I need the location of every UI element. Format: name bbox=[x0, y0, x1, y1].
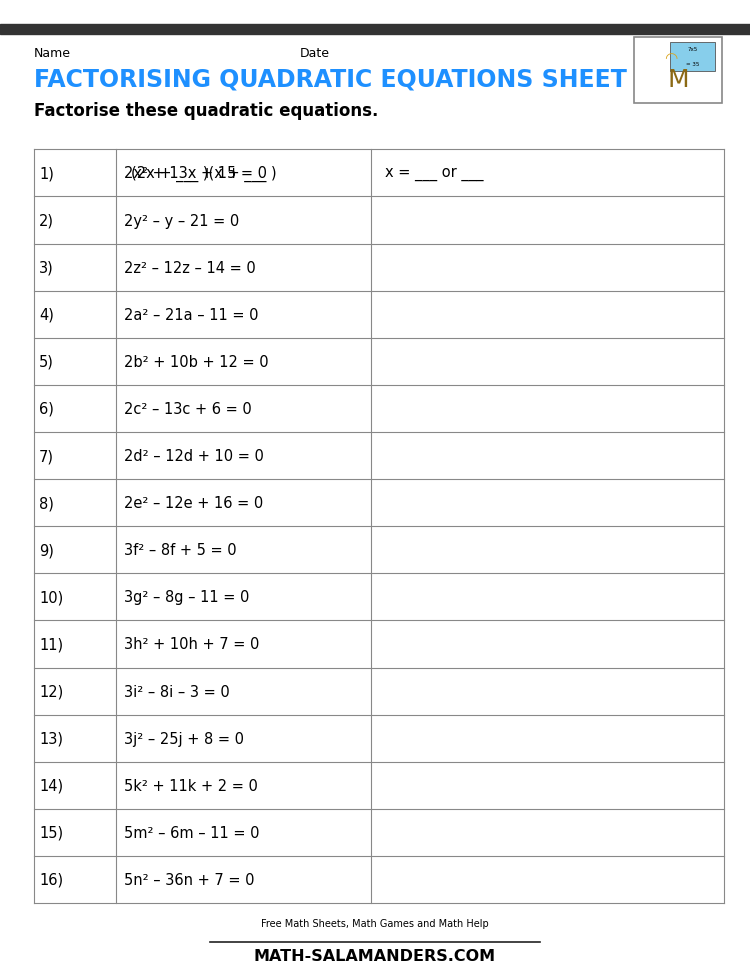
Text: 5): 5) bbox=[39, 355, 54, 369]
Text: 3h² + 10h + 7 = 0: 3h² + 10h + 7 = 0 bbox=[124, 637, 260, 652]
Text: Μ: Μ bbox=[668, 68, 688, 91]
Text: 10): 10) bbox=[39, 590, 63, 605]
Bar bbox=[634, 38, 722, 104]
Text: 3g² – 8g – 11 = 0: 3g² – 8g – 11 = 0 bbox=[124, 590, 249, 605]
Text: Free Math Sheets, Math Games and Math Help: Free Math Sheets, Math Games and Math He… bbox=[261, 919, 489, 928]
Text: 5n² – 36n + 7 = 0: 5n² – 36n + 7 = 0 bbox=[124, 872, 254, 887]
Text: 8): 8) bbox=[39, 495, 54, 511]
Text: 12): 12) bbox=[39, 684, 63, 699]
Text: ◠: ◠ bbox=[664, 50, 677, 66]
Text: 2): 2) bbox=[39, 213, 54, 229]
Text: FACTORISING QUADRATIC EQUATIONS SHEET 11: FACTORISING QUADRATIC EQUATIONS SHEET 11 bbox=[34, 68, 668, 92]
Text: 3j² – 25j + 8 = 0: 3j² – 25j + 8 = 0 bbox=[124, 731, 244, 746]
Bar bbox=[0, 25, 750, 35]
Text: 6): 6) bbox=[39, 401, 54, 417]
Text: 2a² – 21a – 11 = 0: 2a² – 21a – 11 = 0 bbox=[124, 307, 258, 323]
Text: 7): 7) bbox=[39, 449, 54, 463]
Text: 11): 11) bbox=[39, 637, 63, 652]
Text: (2x + ___ )(x + ___ ): (2x + ___ )(x + ___ ) bbox=[131, 166, 277, 182]
Text: 15): 15) bbox=[39, 825, 63, 840]
Text: 1): 1) bbox=[39, 167, 54, 181]
Text: 2e² – 12e + 16 = 0: 2e² – 12e + 16 = 0 bbox=[124, 495, 263, 511]
Text: Factorise these quadratic equations.: Factorise these quadratic equations. bbox=[34, 102, 378, 120]
Text: Date: Date bbox=[300, 47, 330, 59]
Text: MATH-SALAMANDERS.COM: MATH-SALAMANDERS.COM bbox=[254, 948, 496, 962]
Text: 13): 13) bbox=[39, 731, 63, 746]
Text: 16): 16) bbox=[39, 872, 63, 887]
Text: 3f² – 8f + 5 = 0: 3f² – 8f + 5 = 0 bbox=[124, 543, 236, 558]
Text: 9): 9) bbox=[39, 543, 54, 558]
Text: 14): 14) bbox=[39, 778, 63, 793]
Bar bbox=[670, 43, 715, 72]
Text: x = ___ or ___: x = ___ or ___ bbox=[385, 167, 483, 181]
Text: 3i² – 8i – 3 = 0: 3i² – 8i – 3 = 0 bbox=[124, 684, 230, 699]
Text: 3): 3) bbox=[39, 261, 54, 275]
Text: 2y² – y – 21 = 0: 2y² – y – 21 = 0 bbox=[124, 213, 239, 229]
Text: 5m² – 6m – 11 = 0: 5m² – 6m – 11 = 0 bbox=[124, 825, 260, 840]
Text: 2c² – 13c + 6 = 0: 2c² – 13c + 6 = 0 bbox=[124, 401, 251, 417]
Text: 5k² + 11k + 2 = 0: 5k² + 11k + 2 = 0 bbox=[124, 778, 258, 793]
Text: Name: Name bbox=[34, 47, 70, 59]
Text: 2b² + 10b + 12 = 0: 2b² + 10b + 12 = 0 bbox=[124, 355, 268, 369]
Text: 4): 4) bbox=[39, 307, 54, 323]
Text: 2z² – 12z – 14 = 0: 2z² – 12z – 14 = 0 bbox=[124, 261, 256, 275]
Text: 2d² – 12d + 10 = 0: 2d² – 12d + 10 = 0 bbox=[124, 449, 264, 463]
Text: = 35: = 35 bbox=[686, 62, 699, 67]
Text: 2x² + 13x + 15 = 0: 2x² + 13x + 15 = 0 bbox=[124, 167, 267, 181]
Text: 7x5: 7x5 bbox=[687, 47, 698, 52]
